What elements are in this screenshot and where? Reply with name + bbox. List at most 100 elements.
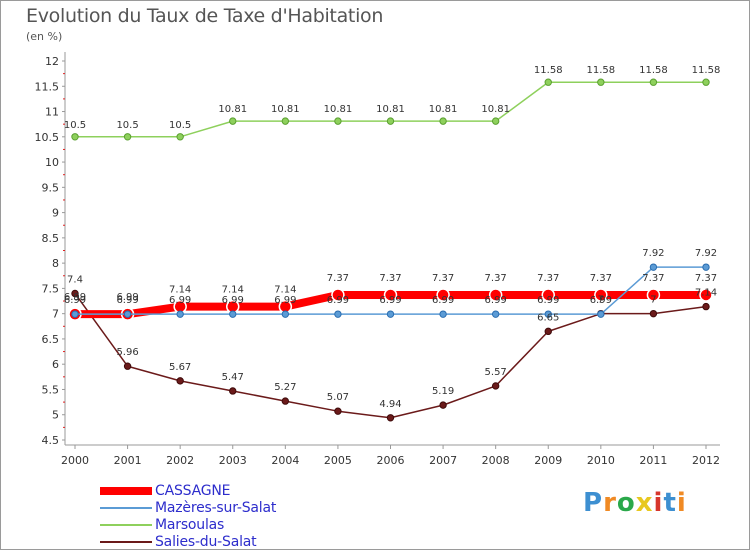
legend-item: Marsoulas — [100, 517, 360, 533]
data-point — [646, 288, 661, 302]
legend-label: Salies-du-Salat — [155, 534, 257, 550]
data-label: 6.99 — [274, 295, 296, 306]
data-point — [331, 288, 345, 302]
legend-swatch — [100, 507, 152, 509]
data-point — [386, 414, 395, 422]
data-point — [123, 362, 132, 370]
data-label: 10.5 — [169, 120, 191, 131]
y-tick-label: 9.5 — [42, 181, 60, 194]
data-label: 7.14 — [274, 285, 296, 296]
data-point — [597, 310, 605, 318]
data-label: 11.58 — [692, 65, 721, 76]
data-label: 10.81 — [481, 104, 510, 115]
series-maz-res-sur-salat — [71, 263, 710, 318]
data-label: 5.19 — [432, 386, 454, 397]
data-label: 7.37 — [327, 273, 349, 284]
data-label: 5.47 — [222, 372, 244, 383]
y-tick-label: 5 — [52, 409, 59, 422]
data-label: 10.81 — [218, 104, 247, 115]
data-label: 11.58 — [534, 65, 563, 76]
data-point — [71, 310, 79, 318]
data-label: 5.67 — [169, 362, 191, 373]
y-tick-label: 10.5 — [35, 131, 60, 144]
data-label: 6.99 — [64, 295, 86, 306]
legend-label: CASSAGNE — [155, 483, 231, 499]
data-label: 6.99 — [64, 292, 86, 303]
y-tick-label: 12 — [45, 55, 59, 68]
data-label: 10.5 — [116, 120, 138, 131]
proxiti-logo: Proxiti — [583, 488, 687, 518]
y-tick-label: 8.5 — [42, 232, 60, 245]
data-label: 7.37 — [590, 273, 612, 284]
data-point — [439, 401, 447, 409]
data-label: 6.99 — [327, 295, 349, 306]
data-point — [699, 288, 713, 302]
data-point — [383, 288, 398, 302]
data-point — [544, 310, 552, 318]
data-label: 11.58 — [639, 65, 668, 76]
data-label: 5.27 — [274, 382, 296, 393]
legend-label: Mazères-sur-Salat — [155, 500, 277, 516]
y-tick-label: 7 — [52, 308, 59, 321]
data-label: 7 — [650, 295, 656, 306]
data-label: 10.81 — [429, 104, 458, 115]
data-label: 7.37 — [379, 273, 401, 284]
x-tick-label: 2000 — [61, 454, 89, 467]
x-tick-label: 2002 — [166, 454, 194, 467]
data-point — [281, 397, 290, 405]
logo-letter: P — [583, 488, 604, 518]
legend-item: Mazères-sur-Salat — [100, 500, 360, 516]
data-label: 10.5 — [64, 120, 86, 131]
data-point — [488, 288, 503, 302]
y-tick-label: 7.5 — [42, 282, 60, 295]
data-point — [386, 117, 395, 125]
logo-letter: t — [663, 488, 677, 518]
chart-subtitle: (en %) — [26, 30, 63, 43]
data-label: 7.37 — [695, 273, 717, 284]
x-tick-label: 2007 — [429, 454, 457, 467]
data-label: 11.58 — [587, 65, 616, 76]
data-point — [439, 117, 447, 125]
data-point — [281, 117, 290, 125]
data-label: 7.14 — [169, 285, 191, 296]
data-label: 7.37 — [537, 273, 559, 284]
data-point — [123, 133, 132, 141]
x-tick-label: 2009 — [534, 454, 562, 467]
data-point — [491, 382, 500, 390]
data-label: 6.99 — [537, 295, 559, 306]
data-point — [541, 288, 555, 302]
data-label: 10.81 — [324, 104, 353, 115]
data-labels-layer: 10.5 10.5 10.5 10.81 10.81 10.81 10.81 10.81 10.… — [64, 65, 720, 410]
data-label: 4.94 — [379, 399, 401, 410]
data-point — [334, 407, 342, 415]
data-label: 10.81 — [271, 104, 300, 115]
data-point — [334, 310, 342, 318]
data-label: 7.92 — [642, 248, 664, 259]
data-label: 6.99 — [432, 295, 454, 306]
y-tick-label: 6.5 — [42, 333, 60, 346]
data-label: 6.65 — [537, 312, 559, 323]
data-point — [176, 377, 184, 385]
data-label: 6.99 — [379, 295, 401, 306]
legend-label: Marsoulas — [155, 517, 225, 533]
data-label: 7.14 — [695, 288, 717, 299]
data-label: 7.4 — [67, 274, 83, 285]
data-point — [439, 310, 447, 318]
y-tick-label: 9 — [52, 207, 59, 220]
chart-title: Evolution du Taux de Taxe d'Habitation — [26, 5, 384, 27]
y-tick-label: 11.5 — [35, 80, 60, 93]
y-tick-label: 5.5 — [42, 383, 60, 396]
data-point — [229, 387, 237, 395]
data-point — [71, 289, 79, 298]
x-tick-label: 2004 — [271, 454, 299, 467]
data-label: 6.99 — [590, 295, 612, 306]
data-point — [334, 117, 342, 125]
y-tick-label: 10 — [45, 156, 59, 169]
data-label: 6.99 — [485, 295, 507, 306]
data-point — [491, 117, 500, 125]
data-label: 6.99 — [116, 292, 138, 303]
logo-letter: x — [635, 488, 654, 518]
data-point — [702, 263, 710, 271]
legend-swatch — [100, 541, 152, 543]
data-label: 6.99 — [222, 295, 244, 306]
